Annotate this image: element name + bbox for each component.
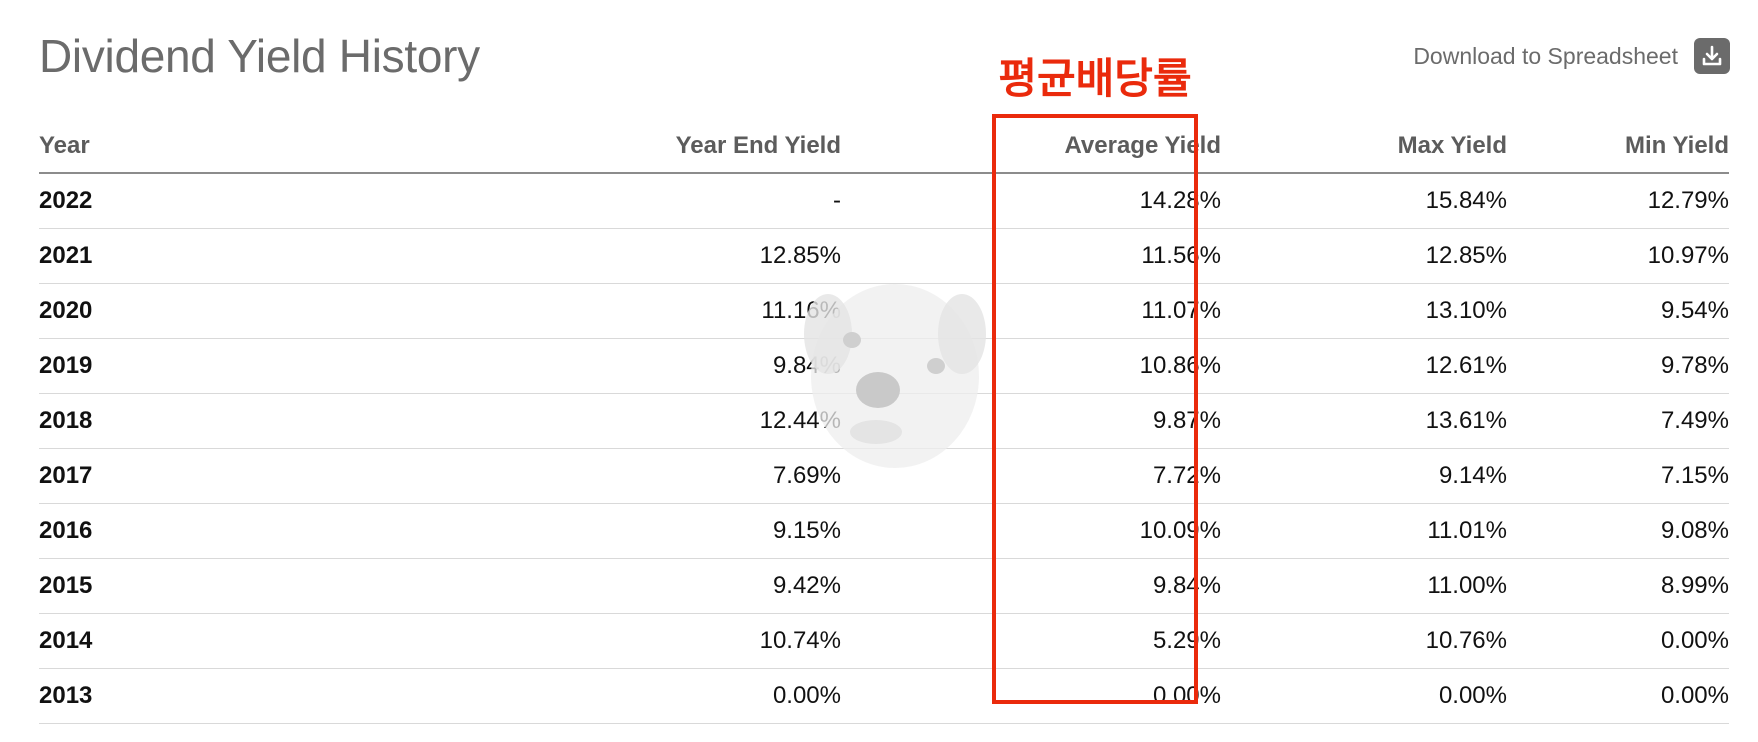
year-end-yield-cell: 10.74%	[759, 627, 841, 654]
table-row: 2020 11.16% 11.07% 13.10% 9.54%	[39, 284, 1729, 339]
table-row: 2013 0.00% 0.00% 0.00% 0.00%	[39, 669, 1729, 724]
min-yield-cell: 12.79%	[1647, 187, 1729, 214]
max-yield-cell: 9.14%	[1438, 462, 1507, 489]
year-cell: 2016	[39, 517, 93, 544]
year-end-yield-cell: 9.15%	[772, 517, 841, 544]
max-yield-cell: 11.01%	[1427, 517, 1507, 544]
table-row: 2015 9.42% 9.84% 11.00% 8.99%	[39, 559, 1729, 614]
max-yield-cell: 10.76%	[1425, 627, 1507, 654]
page-title: Dividend Yield History	[39, 30, 480, 82]
year-end-yield-cell: 0.00%	[772, 682, 841, 709]
min-yield-cell: 0.00%	[1660, 627, 1729, 654]
table-row: 2019 9.84% 10.86% 12.61% 9.78%	[39, 339, 1729, 394]
average-yield-cell: 11.56%	[1141, 242, 1221, 269]
column-header-year-end-yield[interactable]: Year End Yield	[675, 132, 841, 159]
min-yield-cell: 9.08%	[1660, 517, 1729, 544]
min-yield-cell: 9.54%	[1660, 297, 1729, 324]
annotation-label: 평균배당률	[998, 55, 1192, 102]
average-yield-cell: 14.28%	[1139, 187, 1221, 214]
year-cell: 2014	[39, 627, 93, 654]
min-yield-cell: 9.78%	[1660, 352, 1729, 379]
max-yield-cell: 13.61%	[1425, 407, 1507, 434]
max-yield-cell: 15.84%	[1425, 187, 1507, 214]
table-header-row: Year Year End Yield Average Yield Max Yi…	[39, 118, 1729, 174]
column-header-max-yield[interactable]: Max Yield	[1397, 132, 1507, 159]
min-yield-cell: 8.99%	[1660, 572, 1729, 599]
year-end-yield-cell: -	[833, 187, 841, 214]
average-yield-cell: 7.72%	[1152, 462, 1221, 489]
average-yield-cell: 10.86%	[1139, 352, 1221, 379]
max-yield-cell: 12.85%	[1425, 242, 1507, 269]
year-end-yield-cell: 9.84%	[772, 352, 841, 379]
average-yield-cell: 11.07%	[1141, 297, 1221, 324]
average-yield-cell: 9.84%	[1152, 572, 1221, 599]
table-row: 2021 12.85% 11.56% 12.85% 10.97%	[39, 229, 1729, 284]
average-yield-cell: 5.29%	[1152, 627, 1221, 654]
table-row: 2017 7.69% 7.72% 9.14% 7.15%	[39, 449, 1729, 504]
year-cell: 2015	[39, 572, 93, 599]
year-end-yield-cell: 12.85%	[759, 242, 841, 269]
min-yield-cell: 0.00%	[1660, 682, 1729, 709]
average-yield-cell: 9.87%	[1152, 407, 1221, 434]
max-yield-cell: 13.10%	[1425, 297, 1507, 324]
download-icon[interactable]	[1694, 38, 1730, 74]
min-yield-cell: 7.15%	[1660, 462, 1729, 489]
download-to-spreadsheet-button[interactable]: Download to Spreadsheet	[1413, 38, 1730, 74]
year-cell: 2021	[39, 242, 93, 269]
average-yield-cell: 0.00%	[1152, 682, 1221, 709]
max-yield-cell: 11.00%	[1427, 572, 1507, 599]
year-end-yield-cell: 9.42%	[772, 572, 841, 599]
column-header-average-yield[interactable]: Average Yield	[1064, 132, 1221, 159]
max-yield-cell: 0.00%	[1438, 682, 1507, 709]
year-cell: 2022	[39, 187, 93, 214]
year-cell: 2017	[39, 462, 93, 489]
year-cell: 2020	[39, 297, 93, 324]
year-cell: 2013	[39, 682, 93, 709]
table-row: 2016 9.15% 10.09% 11.01% 9.08%	[39, 504, 1729, 559]
year-cell: 2019	[39, 352, 93, 379]
download-label: Download to Spreadsheet	[1413, 42, 1678, 69]
max-yield-cell: 12.61%	[1425, 352, 1507, 379]
year-cell: 2018	[39, 407, 93, 434]
year-end-yield-cell: 12.44%	[759, 407, 841, 434]
year-end-yield-cell: 7.69%	[772, 462, 841, 489]
min-yield-cell: 7.49%	[1660, 407, 1729, 434]
table-row: 2014 10.74% 5.29% 10.76% 0.00%	[39, 614, 1729, 669]
dividend-yield-table: Year Year End Yield Average Yield Max Yi…	[39, 118, 1729, 724]
column-header-min-yield[interactable]: Min Yield	[1624, 132, 1729, 159]
column-header-year[interactable]: Year	[39, 132, 90, 159]
year-end-yield-cell: 11.16%	[761, 297, 841, 324]
table-row: 2022 - 14.28% 15.84% 12.79%	[39, 174, 1729, 229]
min-yield-cell: 10.97%	[1647, 242, 1729, 269]
table-row: 2018 12.44% 9.87% 13.61% 7.49%	[39, 394, 1729, 449]
average-yield-cell: 10.09%	[1139, 517, 1221, 544]
